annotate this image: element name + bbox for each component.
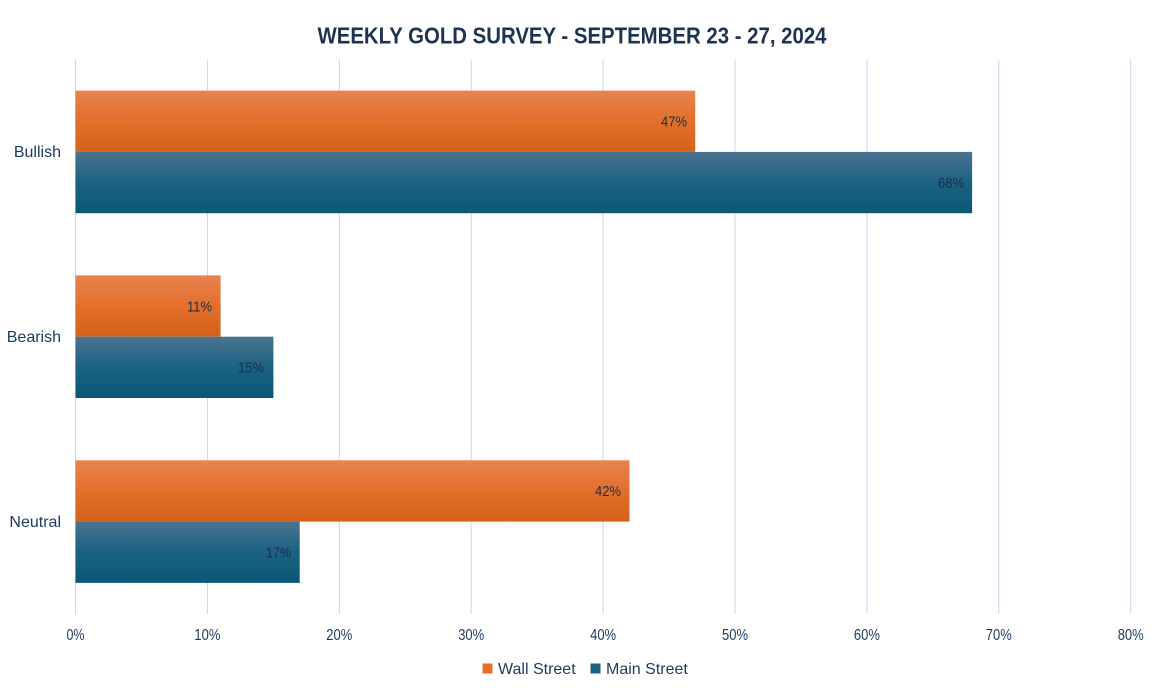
svg-text:60%: 60% [854,627,880,644]
svg-text:15%: 15% [238,360,264,377]
svg-text:Bullish: Bullish [14,144,61,161]
svg-text:70%: 70% [986,627,1012,644]
svg-text:Wall Street: Wall Street [498,661,576,678]
svg-text:Neutral: Neutral [9,514,61,531]
svg-text:17%: 17% [266,545,291,562]
svg-text:30%: 30% [458,627,484,644]
svg-text:68%: 68% [938,175,964,192]
svg-text:47%: 47% [661,114,687,131]
svg-text:WEEKLY GOLD SURVEY - SEPTEMBER: WEEKLY GOLD SURVEY - SEPTEMBER 23 - 27, … [318,22,827,48]
svg-text:Main Street: Main Street [606,661,688,678]
svg-text:10%: 10% [194,627,220,644]
svg-text:0%: 0% [67,627,85,644]
svg-text:40%: 40% [590,627,616,644]
svg-text:50%: 50% [722,627,748,644]
svg-text:20%: 20% [326,627,352,644]
svg-text:80%: 80% [1118,627,1144,644]
svg-text:11%: 11% [187,298,212,315]
svg-text:42%: 42% [595,483,621,500]
svg-text:Bearish: Bearish [7,329,61,346]
